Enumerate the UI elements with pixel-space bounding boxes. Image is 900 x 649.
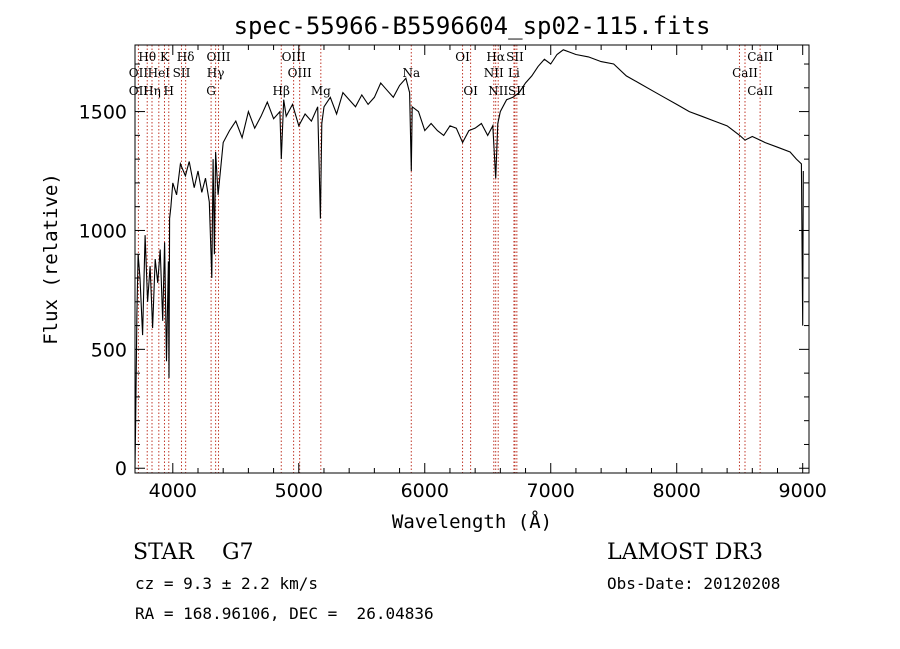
x-tick-label: 7000: [527, 480, 575, 502]
observation-date: Obs-Date: 20120208: [607, 574, 781, 593]
line-label: H: [164, 84, 174, 98]
y-tick-label: 0: [115, 458, 127, 480]
line-label: Hθ: [138, 50, 156, 64]
x-tick-label: 5000: [275, 480, 323, 502]
line-label: OIII: [288, 66, 312, 80]
line-label: OIII: [282, 50, 306, 64]
line-marker-group: [137, 45, 761, 473]
spectrum-line: [134, 49, 804, 469]
line-label: SII: [508, 84, 526, 98]
line-label: Hβ: [273, 84, 290, 98]
y-tick-label: 1500: [79, 102, 127, 124]
line-label: SII: [506, 50, 524, 64]
line-label: HeI: [148, 66, 171, 80]
line-label: Hγ: [207, 66, 225, 80]
line-label: Hα: [486, 50, 505, 64]
x-tick-label: 6000: [401, 480, 449, 502]
object-class: STAR G7: [133, 540, 254, 565]
y-axis-label: Flux (relative): [40, 173, 62, 345]
y-tick-label: 500: [91, 339, 127, 361]
line-label: Hδ: [177, 50, 195, 64]
x-tick-label: 9000: [779, 480, 827, 502]
line-label: Na: [402, 66, 420, 80]
line-label: OI: [455, 50, 470, 64]
x-axis: 4000 5000 6000 7000 8000 9000: [149, 45, 827, 502]
y-axis: 0 500 1000 1500: [79, 63, 809, 480]
line-label: CaII: [732, 66, 758, 80]
line-label: CaII: [747, 84, 773, 98]
line-label: Mg: [311, 84, 331, 98]
plot-frame: [134, 44, 810, 474]
chart-title: spec-55966-B5596604_sp02-115.fits: [234, 12, 711, 40]
line-label: CaII: [747, 50, 773, 64]
line-label: Li: [508, 66, 520, 80]
line-label: NII: [484, 66, 504, 80]
line-label: K: [160, 50, 170, 64]
x-tick-label: 4000: [149, 480, 197, 502]
line-label: OII: [129, 66, 149, 80]
line-label: OII: [129, 84, 149, 98]
line-label: OIII: [206, 50, 230, 64]
redshift-velocity: cz = 9.3 ± 2.2 km/s: [135, 574, 319, 593]
x-tick-label: 8000: [653, 480, 701, 502]
line-label: G: [206, 84, 216, 98]
line-label: SII: [173, 66, 191, 80]
x-axis-label: Wavelength (Å): [392, 510, 552, 533]
survey-name: LAMOST DR3: [607, 540, 763, 565]
line-label: Hη: [143, 84, 161, 98]
coordinates: RA = 168.96106, DEC = 26.04836: [135, 604, 434, 623]
y-tick-label: 1000: [79, 220, 127, 242]
line-label: OI: [463, 84, 478, 98]
line-label: NII: [488, 84, 508, 98]
